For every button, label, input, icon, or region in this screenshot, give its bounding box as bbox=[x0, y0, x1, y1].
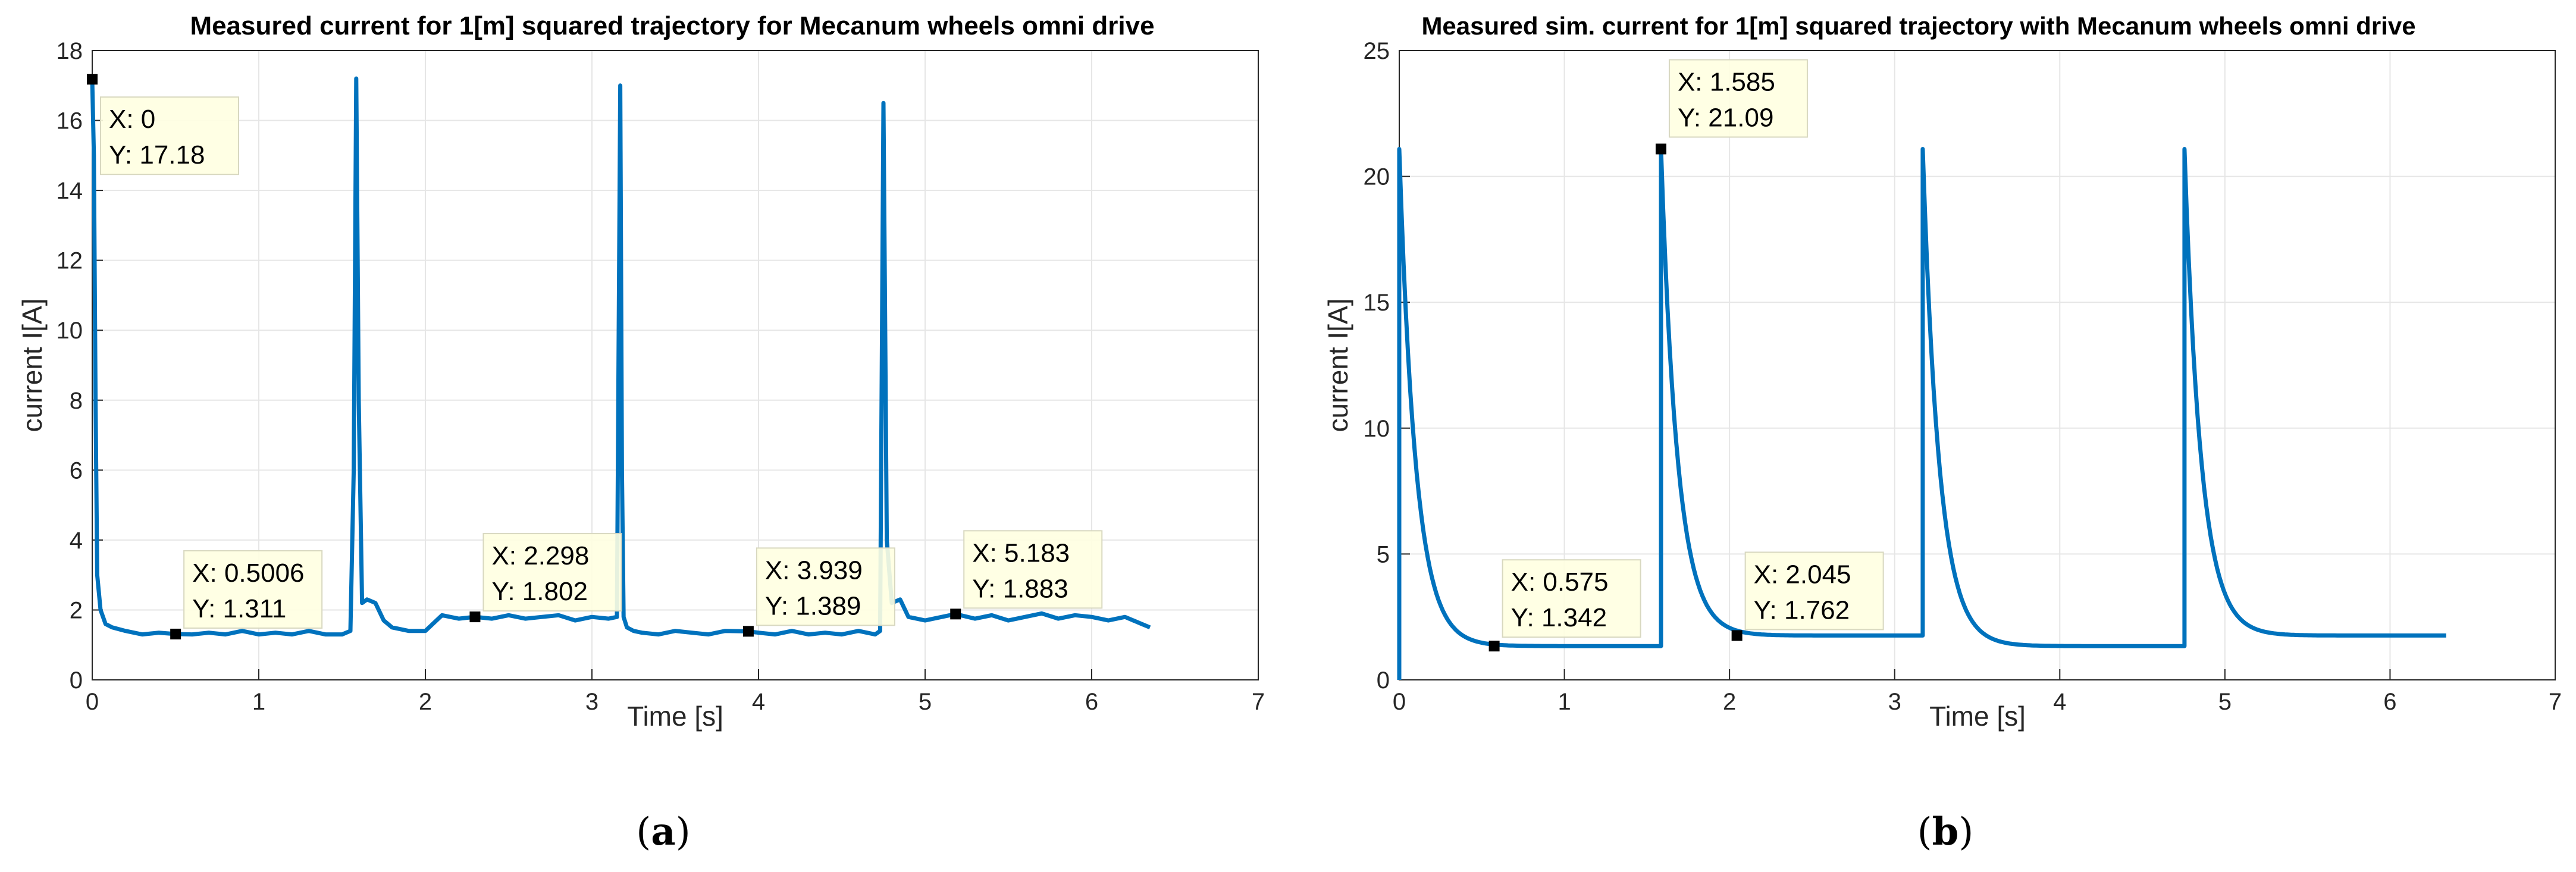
chart-a-datatip-x: X: 0.5006 bbox=[192, 559, 304, 588]
chart-b-series bbox=[1397, 147, 2446, 680]
chart-a-xtick-label: 4 bbox=[752, 689, 765, 715]
chart-a-xtick-label: 2 bbox=[419, 689, 432, 715]
chart-b-datatip-box bbox=[1502, 559, 1641, 638]
chart-b-xtick-label: 7 bbox=[2549, 689, 2562, 715]
chart-b-datatip-y: Y: 21.09 bbox=[1678, 103, 1773, 132]
chart-a-ytick-label: 0 bbox=[70, 667, 83, 694]
chart-a-ytick-label: 16 bbox=[57, 108, 83, 134]
chart-a-xtick-label: 1 bbox=[252, 689, 265, 715]
chart-b-xtick-label: 0 bbox=[1393, 689, 1406, 715]
chart-a-datatips: X: 0 Y: 17.18 X: 0.5006 Y: 1.311 X: 2.298 Y: … bbox=[87, 74, 1103, 639]
chart-b-datatip-y: Y: 1.342 bbox=[1511, 603, 1607, 632]
chart-a-datatip: X: 2.298 Y: 1.802 bbox=[469, 533, 622, 623]
chart-a-ytick-label: 8 bbox=[70, 388, 83, 414]
chart-b-datatip: X: 2.045 Y: 1.762 bbox=[1731, 551, 1884, 641]
chart-a-datatip-box bbox=[963, 530, 1103, 609]
chart-a-series-line bbox=[90, 76, 1151, 637]
chart-a-ytick-label: 6 bbox=[70, 457, 83, 484]
chart-a-datatip-box bbox=[183, 550, 323, 629]
chart-a-datatip-box bbox=[756, 547, 895, 626]
chart-b-ytick-label: 25 bbox=[1364, 38, 1390, 64]
chart-a-ytick-label: 12 bbox=[57, 248, 83, 274]
chart-b-datatips: X: 1.585 Y: 21.09 X: 0.575 Y: 1.342 X: 2.045… bbox=[1488, 59, 1884, 652]
chart-a-datatip-y: Y: 1.802 bbox=[491, 577, 587, 606]
chart-a-ytick-label: 4 bbox=[70, 528, 83, 554]
chart-a-datatip-x: X: 2.298 bbox=[491, 541, 589, 570]
chart-a-axes-box bbox=[92, 50, 1259, 680]
chart-b-ytick-label: 20 bbox=[1364, 164, 1390, 190]
chart-a-datatip-y: Y: 17.18 bbox=[109, 140, 205, 170]
chart-b-datatip: X: 1.585 Y: 21.09 bbox=[1655, 59, 1808, 155]
chart-a-datatip-marker bbox=[469, 611, 481, 623]
chart-b-xtick-label: 2 bbox=[1723, 689, 1736, 715]
chart-b-datatip-marker bbox=[1655, 143, 1666, 155]
chart-b-xtick-label: 1 bbox=[1557, 689, 1571, 715]
chart-b-datatip-x: X: 0.575 bbox=[1511, 567, 1609, 597]
chart-a-datatip-marker bbox=[950, 608, 961, 620]
chart-a-datatip: X: 0.5006 Y: 1.311 bbox=[170, 550, 323, 639]
chart-a-ytick-label: 18 bbox=[57, 38, 83, 64]
chart-a-xtick-label: 5 bbox=[919, 689, 932, 715]
chart-a-title: Measured current for 1[m] squared trajec… bbox=[190, 11, 1154, 40]
chart-b-ytick-label: 5 bbox=[1377, 541, 1390, 567]
chart-b-datatip-x: X: 2.045 bbox=[1754, 560, 1851, 589]
chart-a-datatip-marker bbox=[87, 74, 98, 85]
chart-a-caption-letter: a bbox=[651, 810, 675, 854]
chart-b-ticks: 0 1 2 3 4 5 6 7 0 5 10 15 20 25 bbox=[1364, 38, 2562, 715]
chart-a-ylabel: current I[A] bbox=[17, 299, 48, 432]
chart-a-xtick-label: 3 bbox=[585, 689, 598, 715]
chart-b-caption-letter: b bbox=[1932, 810, 1959, 854]
chart-a-datatip: X: 5.183 Y: 1.883 bbox=[950, 530, 1103, 620]
chart-a-datatip-x: X: 5.183 bbox=[972, 538, 1070, 567]
chart-b-xtick-label: 4 bbox=[2053, 689, 2066, 715]
chart-b-xtick-label: 3 bbox=[1888, 689, 1901, 715]
chart-b-datatip: X: 0.575 Y: 1.342 bbox=[1488, 559, 1641, 652]
chart-b-datatip-box bbox=[1668, 59, 1808, 138]
chart-a-datatip: X: 3.939 Y: 1.389 bbox=[742, 547, 895, 637]
chart-a-ytick-label: 2 bbox=[70, 597, 83, 623]
chart-b-ytick-label: 15 bbox=[1364, 290, 1390, 316]
chart-a-ytick-label: 14 bbox=[57, 178, 83, 204]
chart-a-datatip: X: 0 Y: 17.18 bbox=[87, 74, 239, 175]
chart-a-xtick-label: 7 bbox=[1252, 689, 1265, 715]
chart-a-datatip-box bbox=[100, 96, 239, 175]
chart-a-datatip-y: Y: 1.389 bbox=[765, 591, 861, 620]
chart-a-xtick-label: 6 bbox=[1085, 689, 1098, 715]
chart-b-datatip-box bbox=[1744, 551, 1884, 631]
chart-a-ytick-label: 10 bbox=[57, 318, 83, 344]
chart-b-ylabel: current I[A] bbox=[1323, 299, 1353, 432]
chart-b-ytick-label: 10 bbox=[1364, 416, 1390, 442]
chart-a-series bbox=[90, 76, 1151, 637]
chart-b: Measured sim. current for 1[m] squared t… bbox=[1323, 12, 2562, 854]
chart-b-title: Measured sim. current for 1[m] squared t… bbox=[1421, 12, 2415, 40]
chart-a-datatip-marker bbox=[170, 628, 181, 639]
chart-a-datatip-x: X: 0 bbox=[109, 105, 155, 134]
chart-a-datatip-x: X: 3.939 bbox=[765, 556, 863, 585]
chart-a-datatip-box bbox=[482, 533, 622, 612]
chart-b-series-line bbox=[1397, 147, 2446, 680]
chart-a: Measured current for 1[m] squared trajec… bbox=[17, 11, 1265, 854]
chart-b-ytick-label: 0 bbox=[1377, 667, 1390, 694]
chart-a-xlabel: Time [s] bbox=[627, 701, 723, 732]
chart-a-xtick-label: 0 bbox=[86, 689, 99, 715]
chart-b-xtick-label: 5 bbox=[2218, 689, 2232, 715]
chart-b-caption: (b) bbox=[1917, 810, 1974, 854]
chart-b-datatip-y: Y: 1.762 bbox=[1754, 595, 1850, 625]
chart-b-datatip-marker bbox=[1731, 630, 1743, 641]
chart-b-xtick-label: 6 bbox=[2383, 689, 2396, 715]
chart-b-datatip-marker bbox=[1488, 641, 1500, 652]
chart-a-datatip-y: Y: 1.311 bbox=[192, 594, 286, 623]
chart-a-datatip-y: Y: 1.883 bbox=[972, 574, 1068, 603]
chart-a-caption: (a) bbox=[636, 810, 690, 854]
chart-b-datatip-x: X: 1.585 bbox=[1678, 67, 1775, 96]
chart-a-datatip-marker bbox=[742, 626, 754, 637]
chart-b-xlabel: Time [s] bbox=[1929, 701, 2026, 732]
